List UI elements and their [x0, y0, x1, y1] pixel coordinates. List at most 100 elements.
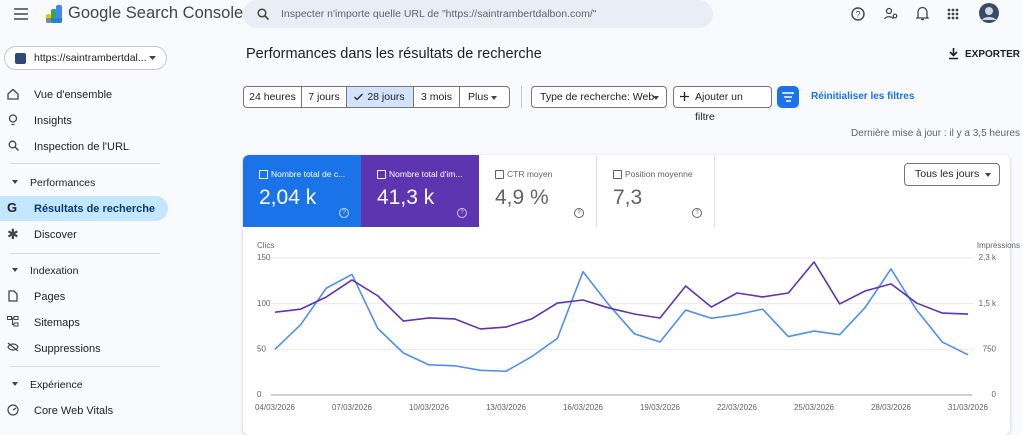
help-icon[interactable]: ? [574, 208, 584, 218]
metric-label: Nombre total de c... [271, 169, 346, 179]
filter-button[interactable] [777, 86, 799, 108]
nav-item[interactable]: Core Web Vitals [34, 405, 114, 417]
property-selector[interactable]: https://saintrambertdal... [4, 46, 167, 70]
checkbox[interactable] [613, 170, 622, 179]
date-range-option[interactable]: 24 heures [243, 86, 301, 108]
nav-section[interactable]: Performances [30, 177, 96, 189]
x-tick-label: 16/03/2026 [563, 403, 604, 412]
notifications-icon[interactable] [916, 6, 929, 21]
granularity-select[interactable]: Tous les jours [904, 163, 1000, 186]
nav-section[interactable]: Expérience [30, 379, 83, 391]
x-tick-label: 10/03/2026 [409, 403, 450, 412]
checkbox-checked[interactable] [377, 170, 386, 179]
metric-value: 41,3 k [377, 186, 435, 209]
nav-item[interactable]: Inspection de l'URL [34, 141, 130, 153]
dropdown-arrow [149, 56, 156, 60]
menu-icon[interactable] [14, 8, 28, 20]
y2-tick-label: 1,5 k [979, 299, 997, 308]
dropdown-arrow [653, 96, 659, 100]
insights-icon [8, 114, 18, 126]
property-url: https://saintrambertdal... [34, 52, 147, 64]
nav-item[interactable]: Sitemaps [34, 317, 80, 329]
nav-item[interactable]: Suppressions [34, 343, 101, 355]
nav-item[interactable]: Vue d'ensemble [34, 89, 113, 101]
x-tick-label: 31/03/2026 [948, 403, 989, 412]
inspect-icon [8, 140, 19, 151]
x-tick-label: 07/03/2026 [332, 403, 373, 412]
page-title: Performances dans les résultats de reche… [246, 46, 542, 62]
check-icon [354, 93, 363, 101]
y-tick-label: 150 [257, 253, 271, 262]
series-line [274, 268, 969, 373]
checkbox-checked[interactable] [259, 170, 268, 179]
x-tick-label: 25/03/2026 [794, 403, 835, 412]
search-icon [257, 8, 269, 20]
help-icon[interactable]: ? [851, 7, 865, 21]
help-icon[interactable]: ? [339, 208, 349, 218]
date-range-more[interactable]: Plus [459, 86, 510, 108]
search-placeholder: Inspecter n'importe quelle URL de "https… [281, 8, 597, 20]
metric-value: 4,9 % [495, 186, 549, 209]
discover-icon: ✱ [7, 226, 19, 242]
section-arrow [12, 268, 18, 272]
checkbox[interactable] [495, 170, 504, 179]
metric-card[interactable]: Position moyenne 7,3 ? [597, 155, 715, 227]
date-range-option-selected[interactable]: 28 jours [346, 86, 413, 108]
metric-label: Position moyenne [625, 169, 693, 179]
metric-value: 2,04 k [259, 186, 317, 209]
help-icon[interactable]: ? [457, 208, 467, 218]
search-box[interactable]: Inspecter n'importe quelle URL de "https… [243, 0, 713, 28]
metric-label: Nombre total d'im... [389, 169, 463, 179]
nav-active-bg [0, 196, 168, 221]
help-icon[interactable]: ? [692, 208, 702, 218]
nav-item[interactable]: Insights [34, 115, 72, 127]
logo [46, 5, 62, 23]
google-icon: G [7, 200, 18, 215]
add-filter-button[interactable]: Ajouter un filtre [673, 86, 772, 123]
x-tick-label: 04/03/2026 [255, 403, 296, 412]
y-tick-label: 0 [257, 390, 262, 399]
section-arrow [12, 382, 18, 386]
date-range-option[interactable]: 3 mois [413, 86, 459, 108]
x-tick-label: 19/03/2026 [640, 403, 681, 412]
x-tick-label: 22/03/2026 [717, 403, 758, 412]
plus-icon [680, 92, 689, 101]
section-arrow [12, 180, 18, 184]
y2-axis-title: Impressions [977, 241, 1020, 250]
users-icon[interactable] [884, 7, 898, 21]
metric-card[interactable]: CTR moyen 4,9 % ? [479, 155, 597, 227]
nav-section[interactable]: Indexation [30, 265, 79, 277]
filter-separator [521, 86, 522, 108]
nav-item-active[interactable]: Résultats de recherche [34, 203, 156, 215]
svg-text:?: ? [855, 10, 860, 20]
nav-divider [10, 163, 160, 164]
property-favicon [15, 53, 26, 64]
y-tick-label: 100 [257, 299, 271, 308]
home-icon [7, 88, 19, 100]
chart: Clics Impressions 0 50 100 150 0 750 1,5 k 2,3 … [255, 241, 1020, 412]
y2-tick-label: 750 [983, 344, 997, 353]
metric-card[interactable]: Nombre total de c... 2,04 k ? [243, 155, 361, 227]
series-line [274, 261, 969, 330]
sitemaps-icon [7, 316, 19, 327]
search-type-filter[interactable]: Type de recherche: Web [531, 86, 667, 108]
avatar[interactable] [978, 2, 1000, 24]
last-update: Dernière mise à jour : il y a 3,5 heures [851, 128, 1020, 139]
nav-divider [10, 253, 160, 254]
reset-filters-link[interactable]: Réinitialiser les filtres [811, 91, 915, 102]
apps-icon[interactable] [947, 8, 959, 20]
metric-label: CTR moyen [507, 169, 553, 179]
export-button[interactable]: EXPORTER [965, 49, 1021, 60]
y2-tick-label: 0 [992, 390, 997, 399]
date-range-option[interactable]: 7 jours [301, 86, 346, 108]
y-axis-title: Clics [257, 241, 274, 250]
y-tick-label: 50 [257, 344, 266, 353]
vitals-icon [7, 404, 19, 416]
nav-divider [10, 366, 160, 367]
nav-item[interactable]: Discover [34, 229, 77, 241]
metric-card[interactable]: Nombre total d'im... 41,3 k ? [361, 155, 479, 227]
nav-item[interactable]: Pages [34, 291, 66, 303]
download-icon [949, 48, 958, 60]
pages-icon [8, 290, 18, 302]
dropdown-arrow [985, 173, 991, 177]
